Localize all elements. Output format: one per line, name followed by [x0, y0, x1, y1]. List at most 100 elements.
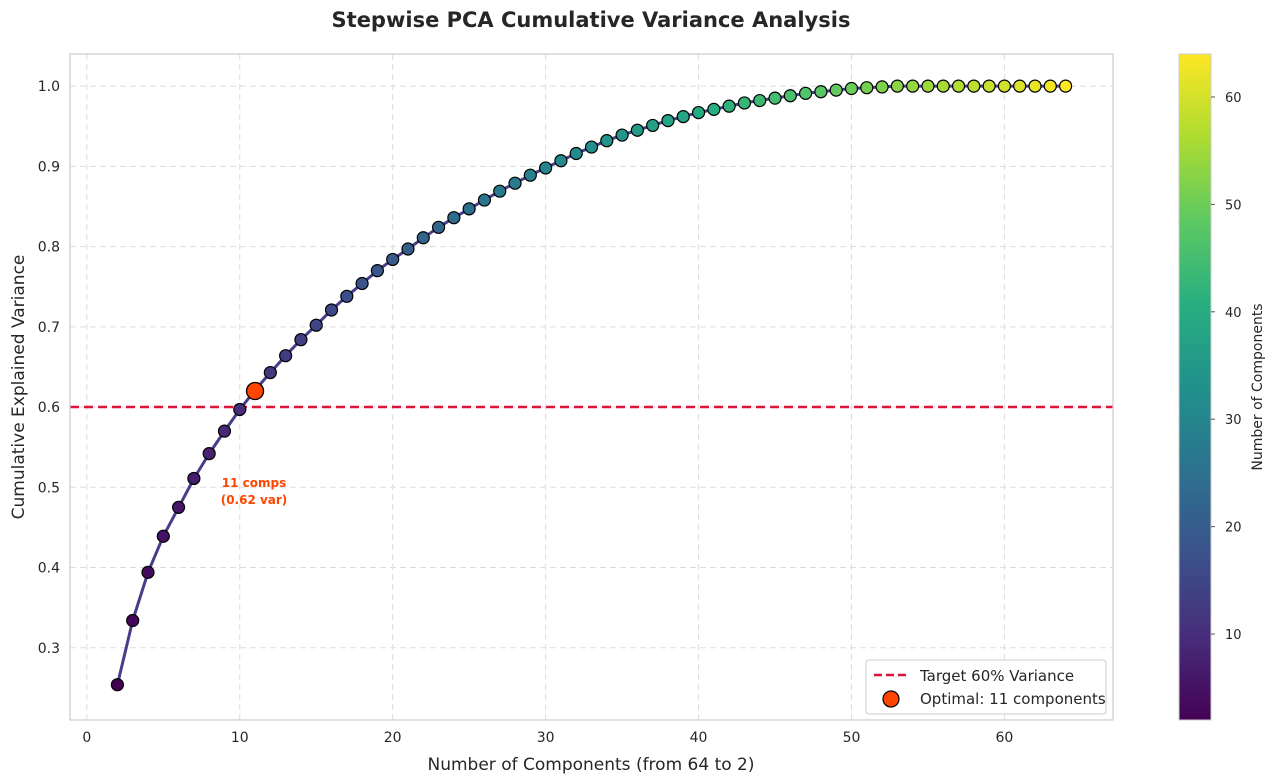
legend: Target 60% Variance Optimal: 11 componen… [865, 659, 1107, 715]
colorbar-tick-label: 60 [1225, 91, 1242, 106]
points-layer [110, 79, 1073, 692]
data-point [584, 140, 599, 154]
data-point [156, 529, 170, 543]
data-point [967, 79, 981, 93]
data-point [233, 402, 247, 417]
data-point [324, 303, 339, 317]
data-point [676, 109, 690, 124]
data-point [829, 83, 843, 97]
data-point [951, 79, 966, 93]
data-point [921, 79, 935, 93]
data-point [875, 80, 889, 94]
data-point [799, 86, 813, 100]
y-tick-label: 1.0 [38, 79, 60, 95]
x-tick-label: 50 [843, 730, 861, 746]
y-tick-label: 0.7 [38, 320, 60, 336]
colorbar-gradient [1178, 53, 1212, 721]
annotation: 11 comps (0.62 var) [221, 476, 288, 507]
data-point [737, 96, 752, 110]
data-point [217, 424, 232, 438]
data-point [171, 500, 186, 514]
data-point [523, 168, 537, 182]
data-point [340, 289, 354, 303]
legend-target-label: Target 60% Variance [919, 667, 1074, 685]
data-point [508, 176, 522, 190]
data-point [646, 118, 660, 133]
data-point [386, 252, 400, 267]
x-tick-label: 60 [996, 730, 1014, 746]
legend-box [865, 659, 1107, 715]
data-point [569, 146, 583, 161]
data-point [554, 154, 568, 168]
data-point [141, 565, 155, 579]
optimal-point [245, 381, 265, 401]
colorbar-tick-label: 50 [1225, 198, 1242, 213]
data-point [753, 93, 767, 108]
data-point [890, 79, 904, 93]
data-point [1028, 79, 1042, 93]
data-point [722, 99, 736, 113]
y-tick-label: 0.9 [38, 159, 60, 175]
data-point [1043, 79, 1057, 93]
x-tick-label: 20 [384, 730, 402, 746]
data-point [355, 276, 369, 291]
data-point [539, 161, 553, 175]
colorbar: 10 20 30 40 50 60 Number of Components [1178, 53, 1266, 721]
data-point [462, 202, 476, 216]
data-point [997, 79, 1012, 93]
y-tick-label: 0.4 [38, 561, 60, 577]
data-point [477, 193, 492, 207]
legend-optimal-swatch [882, 690, 900, 708]
colorbar-ticks: 10 20 30 40 50 60 [1211, 91, 1242, 643]
colorbar-tick-label: 20 [1225, 521, 1242, 536]
y-tick-label: 0.3 [38, 641, 60, 657]
data-point [431, 220, 446, 234]
colorbar-tick-label: 40 [1225, 306, 1242, 321]
data-point [707, 102, 721, 116]
data-point [860, 81, 874, 95]
colorbar-tick-label: 10 [1225, 628, 1242, 643]
y-tick-label: 0.8 [38, 240, 60, 256]
data-point [279, 349, 293, 363]
data-point [814, 85, 828, 99]
data-point [401, 242, 415, 256]
data-point [126, 613, 140, 628]
y-tick-labels: 0.3 0.4 0.5 0.6 0.7 0.8 0.9 1.0 [38, 79, 60, 657]
data-point [187, 471, 201, 486]
x-tick-label: 0 [82, 730, 91, 746]
data-point [370, 264, 384, 278]
x-tick-label: 30 [537, 730, 555, 746]
data-point [768, 91, 782, 105]
data-point [982, 79, 996, 93]
data-point [661, 113, 675, 128]
data-point [309, 318, 323, 332]
annotation-line2: (0.62 var) [221, 493, 288, 507]
data-point [630, 123, 644, 137]
data-point [1013, 79, 1027, 93]
data-point [263, 365, 277, 380]
annotation-line1: 11 comps [222, 476, 286, 490]
data-point [202, 447, 216, 461]
x-tick-label: 40 [690, 730, 708, 746]
data-point [936, 79, 950, 93]
colorbar-label: Number of Components [1250, 303, 1266, 470]
grid [70, 54, 1113, 720]
colorbar-tick-label: 30 [1225, 413, 1242, 428]
data-point [294, 333, 308, 347]
data-point [600, 134, 614, 148]
x-tick-label: 10 [231, 730, 249, 746]
data-point [691, 105, 706, 120]
optimal-layer [245, 381, 265, 401]
data-point [1058, 79, 1073, 93]
plot-frame [69, 53, 1114, 721]
x-tick-labels: 0 10 20 30 40 50 60 [82, 730, 1013, 746]
y-axis-label: Cumulative Explained Variance [9, 255, 29, 520]
legend-optimal-label: Optimal: 11 components [920, 690, 1106, 708]
data-point [416, 231, 430, 245]
data-point [906, 79, 920, 93]
data-point [447, 211, 461, 225]
y-tick-label: 0.5 [38, 480, 60, 496]
data-point [844, 81, 859, 96]
chart-title: Stepwise PCA Cumulative Variance Analysi… [332, 8, 851, 32]
